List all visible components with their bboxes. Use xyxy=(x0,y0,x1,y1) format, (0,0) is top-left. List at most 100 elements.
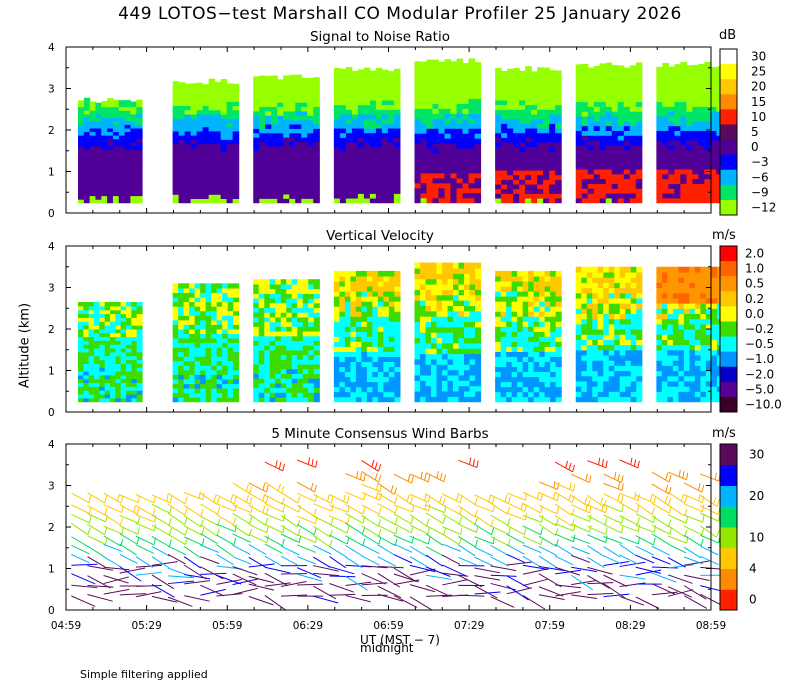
velocity-cell xyxy=(222,397,229,403)
snr-cell xyxy=(178,139,186,145)
velocity-cell xyxy=(475,294,482,301)
snr-cell xyxy=(617,140,625,146)
snr-cell xyxy=(107,145,114,150)
velocity-cell xyxy=(280,302,287,309)
snr-cell xyxy=(190,143,198,149)
velocity-cell xyxy=(227,392,234,398)
snr-cell xyxy=(277,128,284,134)
snr-cell xyxy=(531,155,538,162)
velocity-cell xyxy=(694,370,701,377)
velocity-cell xyxy=(388,311,395,317)
velocity-cell xyxy=(222,374,229,380)
velocity-cell xyxy=(500,396,507,403)
velocity-cell xyxy=(667,334,674,340)
velocity-cell xyxy=(366,301,373,307)
snr-cell xyxy=(611,101,619,107)
snr-cell xyxy=(593,111,601,117)
velocity-cell xyxy=(458,310,465,317)
velocity-cell xyxy=(88,347,95,353)
snr-cell xyxy=(112,199,120,204)
snr-cell xyxy=(184,189,192,195)
snr-cell xyxy=(587,149,595,156)
snr-cell xyxy=(543,113,550,120)
velocity-cell xyxy=(575,354,582,361)
velocity-cell xyxy=(99,351,106,357)
snr-cell xyxy=(190,126,198,132)
velocity-cell xyxy=(630,287,637,294)
snr-cell xyxy=(581,77,589,83)
velocity-cell xyxy=(555,381,562,388)
snr-cell xyxy=(680,149,687,156)
snr-cell xyxy=(543,137,550,143)
velocity-cell xyxy=(115,359,122,364)
snr-segment xyxy=(575,62,643,204)
snr-cell xyxy=(617,87,625,93)
snr-cell xyxy=(420,123,428,129)
velocity-cell xyxy=(280,298,287,304)
velocity-cell xyxy=(308,368,315,374)
snr-cell xyxy=(543,141,550,148)
velocity-cell xyxy=(667,344,674,351)
snr-cell xyxy=(178,173,186,178)
snr-cell xyxy=(226,83,234,90)
velocity-cell xyxy=(603,292,610,299)
snr-cell xyxy=(196,105,204,111)
snr-cell xyxy=(680,72,687,78)
snr-cell xyxy=(507,132,514,138)
snr-cell xyxy=(468,98,476,104)
snr-cell xyxy=(686,159,693,165)
velocity-cell xyxy=(205,378,212,385)
snr-cell xyxy=(692,159,699,165)
snr-cell xyxy=(333,146,341,152)
velocity-cell xyxy=(183,360,190,366)
velocity-cell xyxy=(333,391,340,398)
snr-cell xyxy=(83,110,91,115)
snr-cell xyxy=(686,144,693,151)
velocity-cell xyxy=(447,390,454,397)
velocity-cell xyxy=(586,386,593,392)
velocity-cell xyxy=(464,321,471,328)
velocity-cell xyxy=(431,278,438,285)
snr-cell xyxy=(357,109,365,115)
snr-cell xyxy=(313,128,320,134)
snr-cell xyxy=(426,73,434,80)
snr-cell xyxy=(698,154,705,160)
velocity-cell xyxy=(258,298,265,304)
velocity-cell xyxy=(361,285,368,292)
snr-cell xyxy=(196,88,204,94)
snr-cell xyxy=(635,125,643,131)
snr-cell xyxy=(124,152,131,157)
velocity-cell xyxy=(269,326,276,332)
snr-cell xyxy=(474,78,482,85)
velocity-cell xyxy=(110,332,116,338)
snr-cell xyxy=(525,66,532,78)
velocity-cell xyxy=(194,365,201,371)
velocity-cell xyxy=(275,312,282,318)
velocity-cell xyxy=(99,317,106,322)
velocity-cell xyxy=(78,309,84,315)
snr-cell xyxy=(438,152,446,159)
velocity-cell xyxy=(264,326,271,332)
velocity-cell xyxy=(178,347,185,353)
velocity-cell xyxy=(205,324,212,330)
snr-cell xyxy=(226,168,234,174)
velocity-cell xyxy=(269,359,276,365)
snr-cell xyxy=(507,68,514,78)
snr-cell xyxy=(680,192,687,199)
snr-cell xyxy=(581,140,589,146)
snr-cell xyxy=(339,174,347,180)
velocity-cell xyxy=(469,283,476,290)
snr-cell xyxy=(253,137,260,143)
snr-cell xyxy=(107,138,114,143)
velocity-cell xyxy=(115,393,122,399)
snr-cell xyxy=(444,133,452,139)
snr-cell xyxy=(196,82,204,90)
snr-cell xyxy=(549,76,556,82)
velocity-cell xyxy=(420,310,427,317)
snr-cell xyxy=(656,154,663,160)
velocity-cell xyxy=(517,326,524,332)
velocity-cell xyxy=(533,306,540,312)
snr-cell xyxy=(112,174,120,179)
snr-cell xyxy=(623,135,631,141)
snr-cell xyxy=(289,150,296,156)
